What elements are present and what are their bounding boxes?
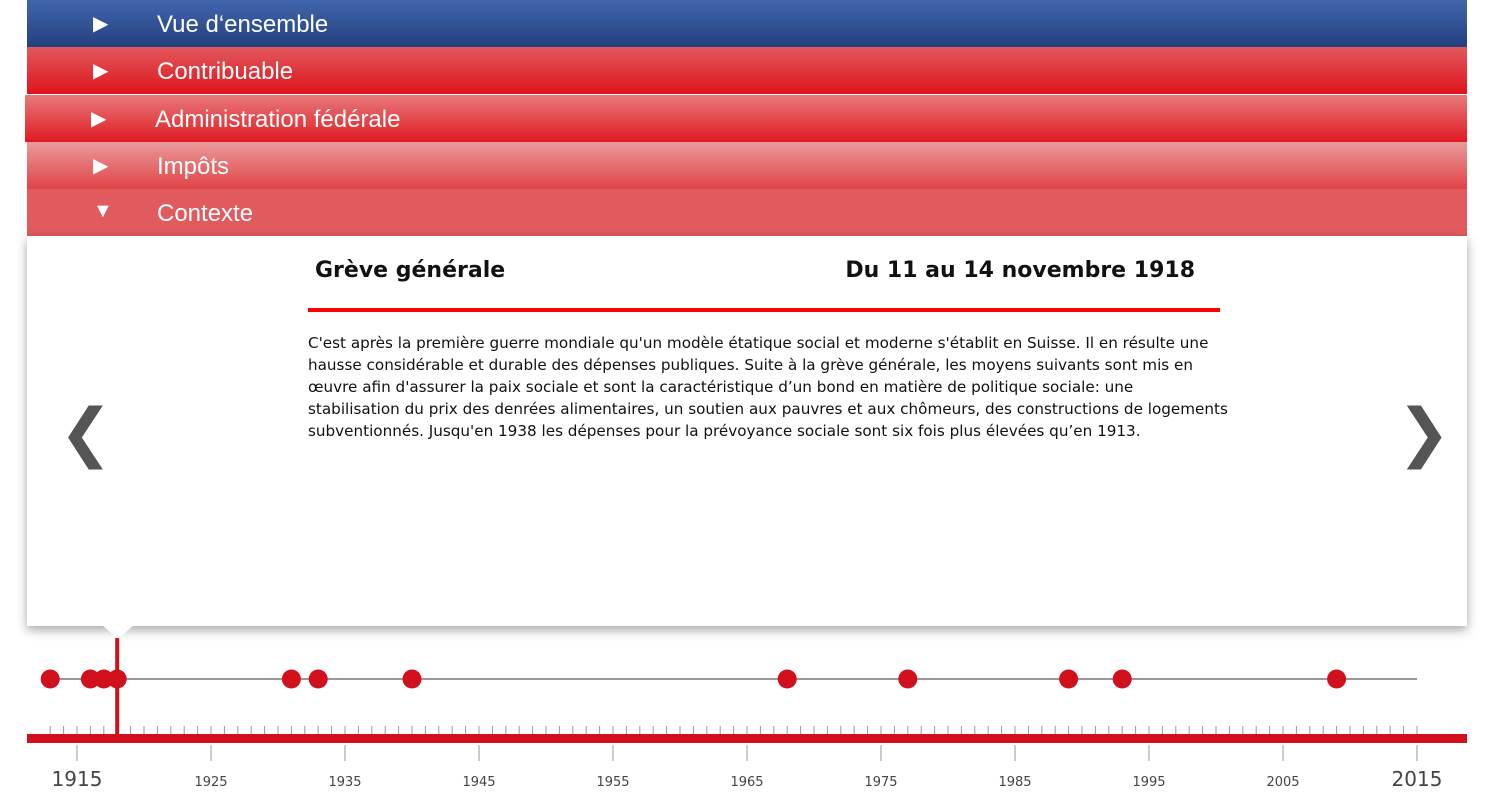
triangle-right-icon: ▶: [93, 13, 109, 35]
year-label: 2015: [1392, 767, 1443, 791]
event-dot[interactable]: [402, 669, 422, 689]
event-date: Du 11 au 14 novembre 1918: [845, 258, 1195, 283]
menu-item-impots[interactable]: ▶ Impôts: [27, 142, 1467, 189]
event-dot[interactable]: [107, 669, 127, 689]
menu-item-vue-ensemble[interactable]: ▶ Vue d‘ensemble: [27, 0, 1467, 47]
event-dot[interactable]: [281, 669, 301, 689]
year-label: 1955: [596, 775, 629, 790]
event-dot[interactable]: [898, 669, 918, 689]
year-label: 1925: [194, 775, 227, 790]
previous-button[interactable]: ❮: [59, 396, 113, 470]
year-label: 1945: [462, 775, 495, 790]
event-dot[interactable]: [777, 669, 797, 689]
triangle-down-icon: ▼: [93, 200, 113, 222]
year-label: 1995: [1132, 775, 1165, 790]
year-label: 1985: [998, 775, 1031, 790]
event-dot[interactable]: [40, 669, 60, 689]
year-label: 1965: [730, 775, 763, 790]
year-label: 1935: [328, 775, 361, 790]
event-dot[interactable]: [308, 669, 328, 689]
year-label: 1915: [52, 767, 103, 791]
next-button[interactable]: ❯: [1397, 396, 1451, 470]
timeline-axis-bar: [27, 734, 1467, 743]
event-dot[interactable]: [1112, 669, 1132, 689]
triangle-right-icon: ▶: [91, 108, 107, 130]
year-label: 2005: [1266, 775, 1299, 790]
panel-pointer: [102, 625, 134, 639]
menu-item-administration[interactable]: ▶ Administration fédérale: [25, 95, 1467, 142]
event-dot[interactable]: [80, 669, 100, 689]
menu-item-contribuable[interactable]: ▶ Contribuable: [27, 47, 1467, 94]
triangle-right-icon: ▶: [93, 155, 109, 177]
event-panel: Grève générale Du 11 au 14 novembre 1918…: [27, 236, 1467, 626]
event-text: C'est après la première guerre mondiale …: [308, 334, 1228, 440]
event-title: Grève générale: [315, 258, 506, 283]
year-label: 1975: [864, 775, 897, 790]
triangle-right-icon: ▶: [93, 60, 109, 82]
event-dot[interactable]: [94, 669, 114, 689]
divider: [308, 308, 1220, 312]
event-dot[interactable]: [1327, 669, 1347, 689]
menu-item-contexte[interactable]: ▼ Contexte: [27, 189, 1467, 236]
event-dot[interactable]: [1059, 669, 1079, 689]
